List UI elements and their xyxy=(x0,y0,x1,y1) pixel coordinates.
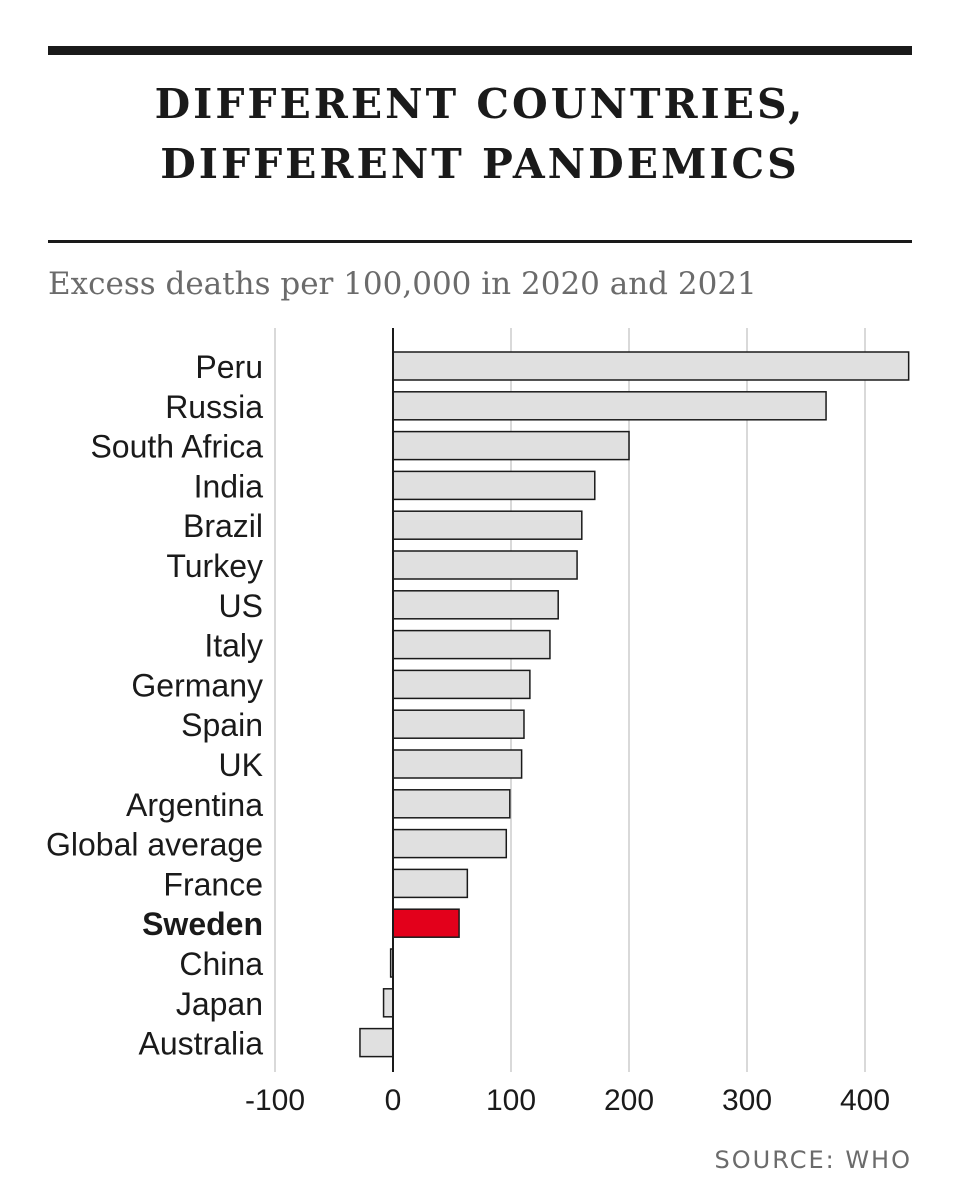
bar-south-africa xyxy=(392,430,630,461)
chart-title: DIFFERENT COUNTRIES, DIFFERENT PANDEMICS xyxy=(48,74,912,194)
x-tick-label: 400 xyxy=(840,1084,890,1117)
chart-subtitle: Excess deaths per 100,000 in 2020 and 20… xyxy=(48,266,757,302)
category-label: Italy xyxy=(204,628,263,664)
category-label: Spain xyxy=(181,707,263,743)
category-label: Brazil xyxy=(183,508,263,544)
category-label: Germany xyxy=(131,667,263,703)
category-label: India xyxy=(194,468,264,504)
bar-india xyxy=(392,470,596,501)
bar-us xyxy=(392,590,559,620)
category-label: Sweden xyxy=(142,906,263,942)
bar-turkey xyxy=(392,550,578,580)
category-label: Argentina xyxy=(126,787,263,823)
bar-peru xyxy=(392,351,910,381)
category-label: Turkey xyxy=(166,548,263,584)
category-label: Global average xyxy=(46,827,263,863)
category-label: China xyxy=(179,946,263,982)
bar-global-average xyxy=(392,828,508,859)
category-label: Peru xyxy=(195,349,263,385)
x-tick-label: 300 xyxy=(722,1084,772,1117)
x-tick-label: 200 xyxy=(604,1084,654,1117)
bar-france xyxy=(392,868,469,899)
bar-uk xyxy=(392,749,523,779)
bar-spain xyxy=(392,709,525,739)
category-label: UK xyxy=(219,747,263,783)
top-rule xyxy=(48,46,912,55)
bar-russia xyxy=(392,391,827,421)
category-label: US xyxy=(219,588,263,624)
bar-japan xyxy=(382,988,394,1018)
category-label: Japan xyxy=(176,986,263,1022)
source-note: SOURCE: WHO xyxy=(714,1146,912,1174)
x-tick-label: 0 xyxy=(385,1084,402,1117)
category-label: Russia xyxy=(165,389,263,425)
category-label: France xyxy=(163,866,263,902)
bar-italy xyxy=(392,629,551,660)
title-line-1: DIFFERENT COUNTRIES, xyxy=(154,80,806,128)
title-divider xyxy=(48,240,912,243)
x-tick-label: -100 xyxy=(245,1084,305,1117)
category-label: South Africa xyxy=(90,429,263,465)
bar-sweden xyxy=(392,908,460,938)
bar-argentina xyxy=(392,789,511,819)
bar-australia xyxy=(359,1027,394,1058)
title-line-2: DIFFERENT PANDEMICS xyxy=(160,140,800,188)
bar-brazil xyxy=(392,510,583,540)
x-tick-label: 100 xyxy=(486,1084,536,1117)
category-label: Australia xyxy=(139,1026,264,1062)
bar-germany xyxy=(392,669,531,700)
